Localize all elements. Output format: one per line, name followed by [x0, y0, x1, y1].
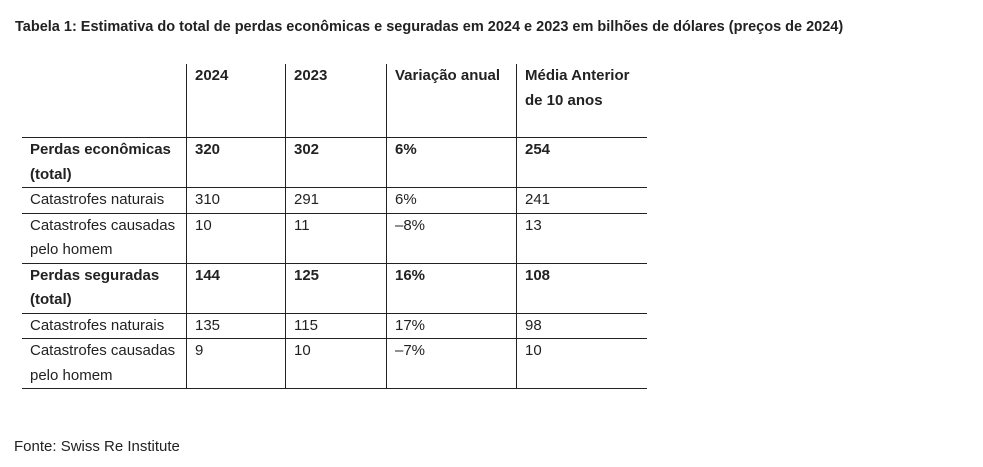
cell-2024: 310	[186, 187, 286, 214]
source-note: Fonte: Swiss Re Institute	[14, 438, 180, 455]
row-label: Perdas econômicas (total)	[22, 137, 187, 188]
table-row: Catastrofes causadas pelo homem 9 10 –7%…	[22, 338, 647, 389]
cell-2023: 115	[285, 313, 387, 339]
header-empty	[22, 64, 187, 138]
cell-media: 108	[516, 263, 647, 314]
cell-media: 10	[516, 338, 647, 389]
table-row: Catastrofes naturais 310 291 6% 241	[22, 187, 647, 214]
cell-variacao: –8%	[386, 213, 517, 264]
cell-variacao: –7%	[386, 338, 517, 389]
header-media: Média Anterior de 10 anos	[516, 64, 647, 138]
cell-2024: 320	[186, 137, 286, 188]
header-2023: 2023	[285, 64, 387, 138]
cell-media: 254	[516, 137, 647, 188]
cell-2023: 291	[285, 187, 387, 214]
cell-2024: 135	[186, 313, 286, 339]
data-table: 2024 2023 Variação anual Média Anterior …	[22, 64, 647, 389]
table-header-row: 2024 2023 Variação anual Média Anterior …	[22, 64, 647, 138]
row-label: Catastrofes naturais	[22, 187, 187, 214]
cell-media: 98	[516, 313, 647, 339]
row-label: Catastrofes causadas pelo homem	[22, 213, 187, 264]
cell-2023: 302	[285, 137, 387, 188]
cell-variacao: 6%	[386, 137, 517, 188]
cell-2023: 10	[285, 338, 387, 389]
cell-2023: 125	[285, 263, 387, 314]
cell-2024: 144	[186, 263, 286, 314]
cell-variacao: 16%	[386, 263, 517, 314]
header-2024: 2024	[186, 64, 286, 138]
header-variacao: Variação anual	[386, 64, 517, 138]
row-label: Catastrofes causadas pelo homem	[22, 338, 187, 389]
cell-variacao: 17%	[386, 313, 517, 339]
row-label: Perdas seguradas (total)	[22, 263, 187, 314]
cell-media: 13	[516, 213, 647, 264]
cell-2024: 10	[186, 213, 286, 264]
cell-variacao: 6%	[386, 187, 517, 214]
cell-media: 241	[516, 187, 647, 214]
table-row: Perdas seguradas (total) 144 125 16% 108	[22, 263, 647, 314]
table-title: Tabela 1: Estimativa do total de perdas …	[15, 19, 844, 35]
cell-2024: 9	[186, 338, 286, 389]
cell-2023: 11	[285, 213, 387, 264]
table-row: Catastrofes causadas pelo homem 10 11 –8…	[22, 213, 647, 264]
row-label: Catastrofes naturais	[22, 313, 187, 339]
table-row: Perdas econômicas (total) 320 302 6% 254	[22, 137, 647, 188]
table-row: Catastrofes naturais 135 115 17% 98	[22, 313, 647, 339]
